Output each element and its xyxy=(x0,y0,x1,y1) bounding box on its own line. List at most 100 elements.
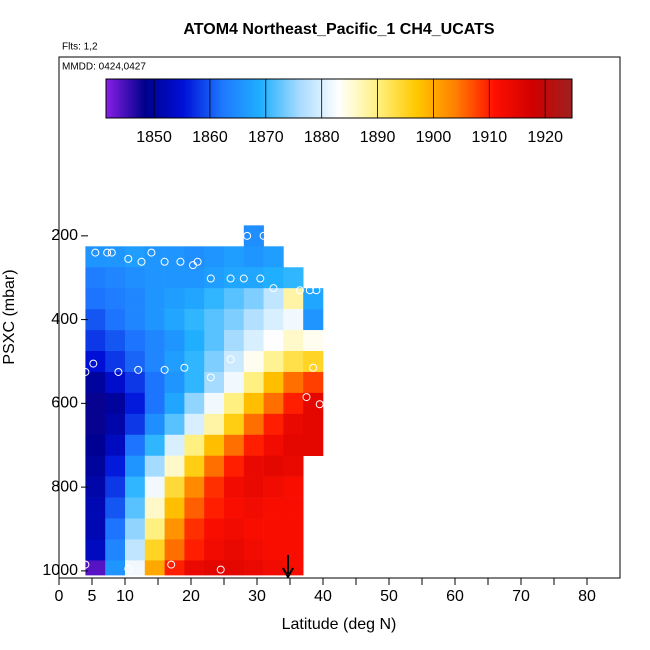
colorbar-swatch xyxy=(284,79,287,118)
cell xyxy=(204,560,225,576)
colorbar-swatch xyxy=(328,79,331,118)
sample-point xyxy=(216,565,225,574)
cell xyxy=(144,518,165,540)
colorbar-swatch xyxy=(128,79,131,118)
colorbar-swatch xyxy=(368,79,371,118)
colorbar: 1850 1860 1870 1880 1890 1900 1910 1920 xyxy=(105,78,573,146)
cell xyxy=(263,309,284,331)
colorbar-swatch xyxy=(458,79,461,118)
sample-point xyxy=(81,560,90,569)
sample-point xyxy=(206,373,215,382)
colorbar-tick-label: 1860 xyxy=(192,129,228,146)
colorbar-swatch xyxy=(330,79,333,118)
sample-point xyxy=(259,231,268,240)
colorbar-swatch xyxy=(276,79,279,118)
colorbar-tick-label: 1850 xyxy=(136,129,172,146)
cell xyxy=(303,351,324,373)
y-axis-label: PSXC (mbar) xyxy=(1,269,18,364)
sample-point xyxy=(81,367,90,376)
sample-point xyxy=(160,365,169,374)
colorbar-swatch xyxy=(210,79,213,118)
colorbar-swatch xyxy=(146,79,149,118)
colorbar-swatch xyxy=(346,79,349,118)
colorbar-swatch xyxy=(464,79,467,118)
colorbar-swatch xyxy=(186,79,189,118)
cell xyxy=(224,497,245,519)
cell xyxy=(164,560,185,576)
colorbar-swatch xyxy=(326,79,329,118)
x-tick-label: 50 xyxy=(380,588,398,605)
colorbar-swatch xyxy=(372,79,375,118)
cell xyxy=(85,539,106,561)
cell xyxy=(263,330,284,352)
sample-point xyxy=(176,257,185,266)
colorbar-swatch xyxy=(530,79,533,118)
colorbar-swatch xyxy=(140,79,143,118)
colorbar-swatch xyxy=(502,79,505,118)
cell xyxy=(144,392,165,415)
colorbar-swatch xyxy=(518,79,521,118)
colorbar-swatch xyxy=(250,79,253,118)
cell xyxy=(184,392,205,415)
cell xyxy=(125,455,146,477)
cell xyxy=(204,392,225,415)
cell xyxy=(164,309,185,331)
cell xyxy=(204,434,225,457)
sample-point xyxy=(302,393,311,402)
colorbar-swatch xyxy=(532,79,535,118)
cell xyxy=(283,539,304,561)
cell xyxy=(303,434,324,457)
colorbar-swatch xyxy=(134,79,137,118)
sample-point xyxy=(147,248,156,257)
colorbar-swatch xyxy=(494,79,497,118)
cell xyxy=(224,455,245,477)
colorbar-swatch xyxy=(254,79,257,118)
colorbar-swatch xyxy=(344,79,347,118)
colorbar-swatch xyxy=(304,79,307,118)
colorbar-swatch xyxy=(148,79,151,118)
cell xyxy=(105,309,126,331)
colorbar-swatch xyxy=(116,79,119,118)
colorbar-swatch xyxy=(462,79,465,118)
colorbar-swatch xyxy=(294,79,297,118)
cell xyxy=(105,518,126,540)
colorbar-swatch xyxy=(296,79,299,118)
colorbar-swatch xyxy=(356,79,359,118)
cell xyxy=(184,246,205,268)
x-tick-label: 0 xyxy=(55,588,64,605)
colorbar-swatch xyxy=(340,79,343,118)
cell xyxy=(164,518,185,540)
cell xyxy=(263,518,284,540)
colorbar-swatch xyxy=(378,79,381,118)
cell xyxy=(164,392,185,415)
cell xyxy=(263,560,284,576)
colorbar-swatch xyxy=(450,79,453,118)
colorbar-swatch xyxy=(208,79,211,118)
y-tick-label: 1000 xyxy=(42,562,78,579)
cell xyxy=(144,434,165,457)
cell xyxy=(243,560,264,576)
cell xyxy=(125,288,146,310)
colorbar-tick-label: 1910 xyxy=(472,129,508,146)
colorbar-swatch xyxy=(538,79,541,118)
colorbar-swatch xyxy=(324,79,327,118)
cell xyxy=(263,413,284,436)
cell xyxy=(224,246,245,268)
cell xyxy=(164,413,185,436)
colorbar-swatch xyxy=(348,79,351,118)
colorbar-swatch xyxy=(448,79,451,118)
cell xyxy=(204,246,225,268)
cell xyxy=(243,330,264,352)
colorbar-swatch xyxy=(430,79,433,118)
colorbar-swatch xyxy=(302,79,305,118)
cell xyxy=(85,246,106,268)
colorbar-swatch xyxy=(428,79,431,118)
colorbar-swatch xyxy=(258,79,261,118)
colorbar-swatch xyxy=(440,79,443,118)
colorbar-swatch xyxy=(478,79,481,118)
cell xyxy=(184,560,205,576)
cell xyxy=(243,455,264,477)
cell xyxy=(224,560,245,576)
cell xyxy=(125,246,146,268)
colorbar-swatch xyxy=(404,79,407,118)
